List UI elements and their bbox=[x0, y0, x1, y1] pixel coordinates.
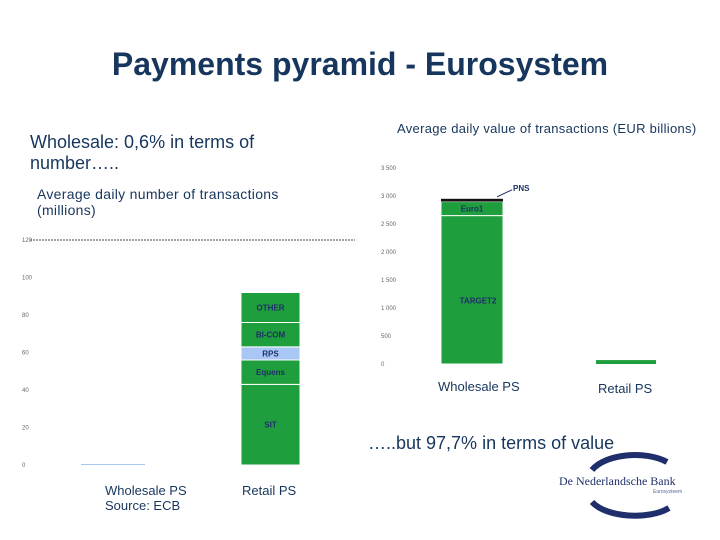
right-y-tick: 3 000 bbox=[381, 194, 397, 200]
right-category-wholesale: Wholesale PS bbox=[438, 379, 520, 394]
right-bar-segment bbox=[440, 215, 504, 365]
right-y-tick: 2 500 bbox=[381, 222, 397, 228]
right-segment-label: PNS bbox=[513, 184, 530, 193]
right-segment-label: TARGET2 bbox=[460, 297, 497, 306]
left-segment-label: Equens bbox=[256, 368, 285, 377]
left-y-tick: 120 bbox=[22, 238, 33, 244]
left-segment-label: SIT bbox=[264, 421, 277, 430]
right-segment-label: Euro1 bbox=[461, 205, 484, 214]
logo-tagline: Eurosysteem bbox=[653, 489, 682, 495]
source-note: Source: ECB bbox=[105, 498, 181, 513]
left-chart-subtitle: Average daily number of transactions (mi… bbox=[37, 186, 279, 218]
right-category-retail: Retail PS bbox=[598, 381, 653, 396]
right-bar-segment bbox=[441, 198, 503, 202]
right-bar-retail bbox=[596, 360, 656, 364]
left-bar-segment bbox=[240, 292, 301, 323]
slide-title: Payments pyramid - Eurosystem bbox=[111, 46, 609, 82]
left-category-retail: Retail PS bbox=[242, 483, 297, 498]
left-bar-segment bbox=[240, 322, 301, 348]
logo-name: De Nederlandsche Bank bbox=[559, 474, 676, 488]
right-y-tick: 3 500 bbox=[381, 166, 397, 172]
pns-pointer bbox=[496, 189, 513, 198]
right-y-tick: 500 bbox=[381, 334, 392, 340]
left-y-tick: 60 bbox=[22, 351, 29, 357]
left-y-tick: 0 bbox=[22, 463, 26, 469]
right-note: …..but 97,7% in terms of value bbox=[368, 433, 615, 453]
left-y-tick: 80 bbox=[22, 313, 29, 319]
left-segment-label: RPS bbox=[262, 349, 279, 358]
dnb-logo: De Nederlandsche Bank Eurosysteem bbox=[559, 452, 682, 519]
right-chart-subtitle: Average daily value of transactions (EUR… bbox=[397, 121, 697, 136]
right-y-tick: 2 000 bbox=[381, 250, 397, 256]
right-y-tick: 1 000 bbox=[381, 306, 397, 312]
left-heading: Wholesale: 0,6% in terms of number….. bbox=[30, 132, 255, 173]
right-y-tick: 0 bbox=[381, 362, 385, 368]
left-segment-label: OTHER bbox=[257, 304, 285, 313]
right-chart: 0 500 1 000 1 500 2 000 2 500 3 000 3 500 TARGET… bbox=[381, 166, 656, 368]
left-segment-label: BI-COM bbox=[256, 331, 286, 340]
left-bar-wholesale bbox=[81, 464, 145, 465]
left-y-tick: 20 bbox=[22, 426, 29, 432]
left-y-tick: 40 bbox=[22, 388, 29, 394]
logo-arc-top bbox=[589, 452, 669, 473]
left-chart: 0 20 40 60 80 100 120 SIT Equens RPS BI-COM OTHER bbox=[22, 238, 355, 469]
left-category-wholesale: Wholesale PS bbox=[105, 483, 187, 498]
left-y-tick: 100 bbox=[22, 276, 33, 282]
logo-arc-bottom bbox=[589, 499, 671, 519]
right-y-tick: 1 500 bbox=[381, 278, 397, 284]
